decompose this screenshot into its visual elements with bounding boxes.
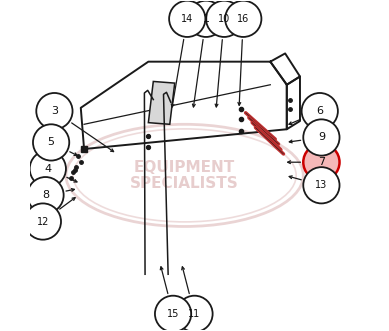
Circle shape (155, 296, 191, 331)
Circle shape (169, 1, 205, 37)
Circle shape (301, 93, 338, 129)
Text: 16: 16 (237, 14, 249, 24)
Text: 4: 4 (44, 164, 51, 174)
Polygon shape (148, 81, 175, 124)
Circle shape (30, 151, 66, 187)
Circle shape (303, 167, 340, 204)
Text: 12: 12 (37, 216, 49, 226)
Text: 5: 5 (47, 137, 54, 147)
Text: 10: 10 (218, 14, 230, 24)
Text: 15: 15 (167, 309, 179, 319)
Text: EQUIPMENT: EQUIPMENT (134, 160, 235, 175)
Text: 8: 8 (42, 190, 49, 200)
Text: 14: 14 (181, 14, 193, 24)
Circle shape (176, 296, 213, 331)
Text: 3: 3 (51, 106, 58, 116)
Text: 7: 7 (318, 157, 325, 167)
Text: 1: 1 (203, 14, 210, 24)
Circle shape (303, 144, 340, 180)
Text: 11: 11 (188, 309, 201, 319)
Circle shape (303, 119, 340, 156)
Circle shape (188, 1, 224, 37)
Circle shape (36, 93, 72, 129)
Text: SPECIALISTS: SPECIALISTS (130, 176, 239, 191)
Circle shape (225, 1, 261, 37)
Circle shape (33, 124, 69, 161)
Circle shape (25, 204, 61, 240)
Text: 9: 9 (318, 132, 325, 142)
Circle shape (206, 1, 242, 37)
Circle shape (27, 177, 64, 213)
Text: 6: 6 (316, 106, 323, 116)
Text: 13: 13 (315, 180, 328, 190)
